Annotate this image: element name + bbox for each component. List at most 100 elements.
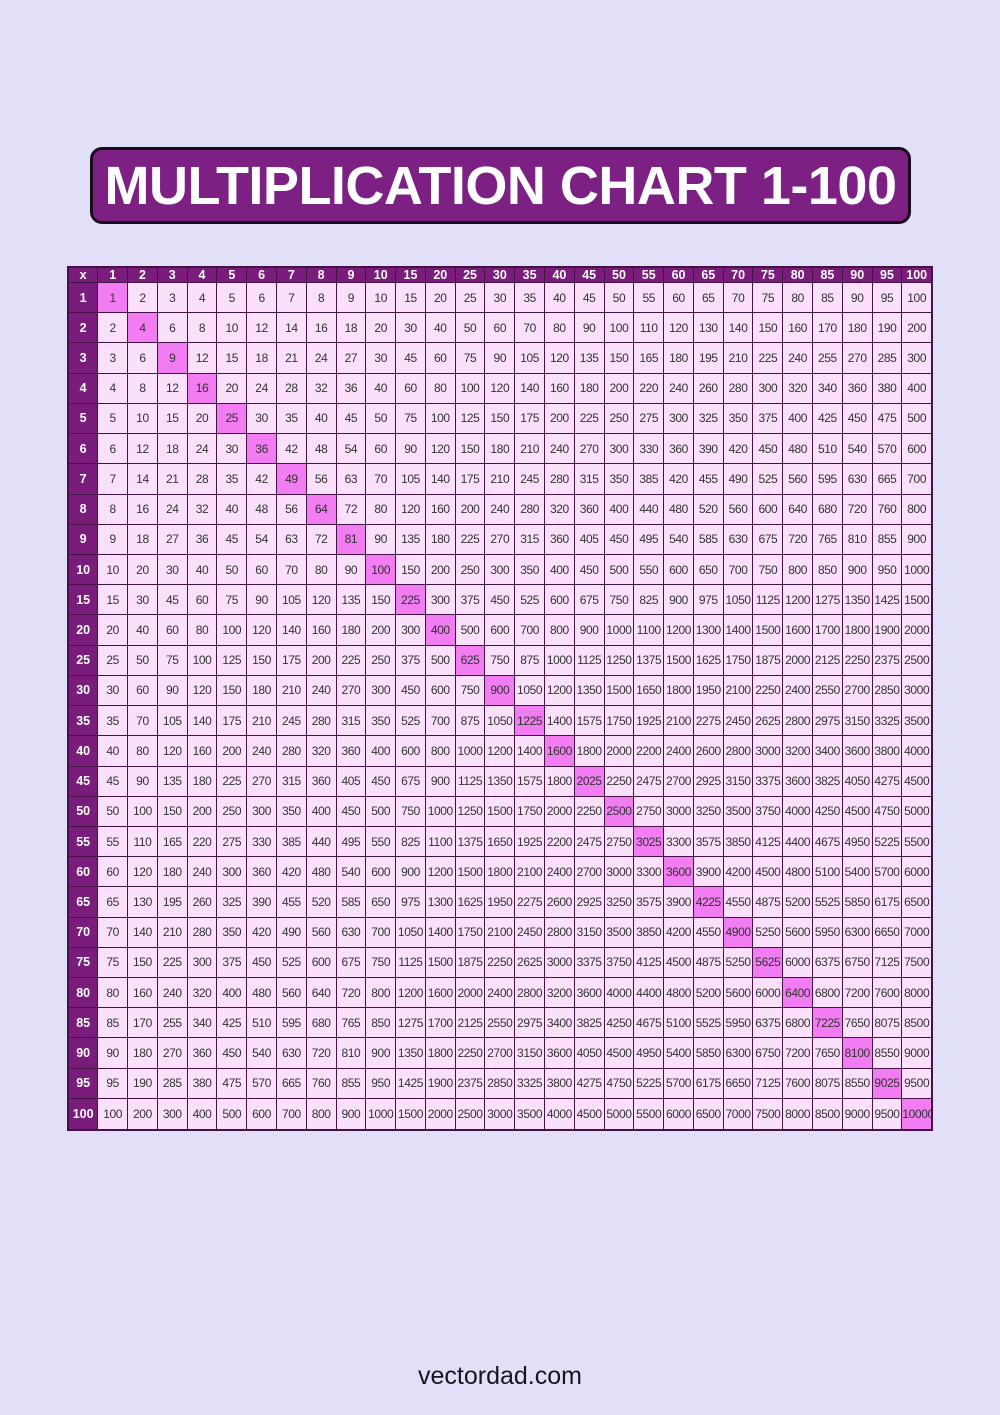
row-header-cell: 60 <box>67 856 99 888</box>
product-cell: 280 <box>514 493 545 525</box>
product-cell: 2550 <box>484 1007 516 1039</box>
product-cell: 400 <box>544 553 575 586</box>
product-cell: 480 <box>305 856 337 888</box>
product-cell: 110 <box>127 825 158 858</box>
product-cell: 2925 <box>692 765 724 797</box>
product-cell: 1400 <box>544 705 575 737</box>
product-cell: 150 <box>395 553 426 586</box>
product-cell: 270 <box>573 433 605 465</box>
product-cell: 480 <box>782 433 814 465</box>
product-cell: 280 <box>275 735 307 767</box>
product-cell: 160 <box>127 977 158 1009</box>
product-cell: 5225 <box>871 825 903 858</box>
product-cell: 4500 <box>841 795 873 827</box>
product-cell: 2 <box>127 281 158 314</box>
product-cell: 25 <box>97 644 129 676</box>
product-cell: 510 <box>246 1007 277 1039</box>
product-cell: 1950 <box>692 674 724 707</box>
column-header-cell: 35 <box>514 266 545 283</box>
product-cell-square: 16 <box>186 372 218 404</box>
product-cell: 1575 <box>514 765 545 797</box>
product-cell: 24 <box>156 493 188 525</box>
product-cell: 1250 <box>603 644 635 676</box>
product-cell: 45 <box>335 402 367 435</box>
product-cell: 400 <box>216 977 248 1009</box>
product-cell: 360 <box>305 765 337 797</box>
product-cell: 3300 <box>663 825 694 858</box>
product-cell: 1625 <box>454 886 486 918</box>
product-cell: 2700 <box>484 1037 516 1069</box>
product-cell: 1100 <box>633 614 665 646</box>
product-cell: 50 <box>603 281 635 314</box>
product-cell: 585 <box>692 523 724 555</box>
product-cell: 495 <box>633 523 665 555</box>
product-cell: 900 <box>841 553 873 586</box>
product-cell: 20 <box>365 312 397 344</box>
product-cell: 35 <box>275 402 307 435</box>
product-cell: 7000 <box>722 1097 754 1131</box>
table-row: 9 9 18 27 36 45 54 63 72 81 90 135 180 225 270 315 360 40… <box>67 523 933 555</box>
product-cell: 3150 <box>573 916 605 948</box>
product-cell: 36 <box>186 523 218 555</box>
product-cell: 260 <box>186 886 218 918</box>
product-cell: 300 <box>424 584 456 616</box>
product-cell: 5525 <box>692 1007 724 1039</box>
column-header-cell: 6 <box>246 266 277 283</box>
product-cell: 3825 <box>812 765 843 797</box>
product-cell: 8000 <box>901 977 933 1009</box>
product-cell: 2000 <box>603 735 635 767</box>
product-cell-square: 6400 <box>782 977 814 1009</box>
product-cell: 4200 <box>663 916 694 948</box>
product-cell: 140 <box>424 463 456 495</box>
product-cell: 700 <box>901 463 933 495</box>
table-row: 100 100 200 300 400 500 600 700 800 900 1000 1500 20… <box>67 1097 933 1131</box>
product-cell: 360 <box>544 523 575 555</box>
product-cell: 380 <box>186 1067 218 1099</box>
product-cell: 120 <box>484 372 516 404</box>
product-cell: 1000 <box>901 553 933 586</box>
product-cell: 950 <box>871 553 903 586</box>
product-cell: 245 <box>275 705 307 737</box>
product-cell: 5950 <box>722 1007 754 1039</box>
product-cell: 680 <box>812 493 843 525</box>
product-cell: 420 <box>722 433 754 465</box>
product-cell: 285 <box>156 1067 188 1099</box>
product-cell: 450 <box>216 1037 248 1069</box>
product-cell: 1350 <box>573 674 605 707</box>
product-cell: 3250 <box>603 886 635 918</box>
product-cell: 6300 <box>841 916 873 948</box>
table-row: 45 45 90 135 180 225 270 315 360 405 450 675 900 1125… <box>67 765 933 797</box>
product-cell: 75 <box>97 946 129 979</box>
product-cell: 2700 <box>663 765 694 797</box>
product-cell: 1400 <box>722 614 754 646</box>
product-cell: 4000 <box>544 1097 575 1131</box>
product-cell: 1375 <box>633 644 665 676</box>
product-cell: 200 <box>544 402 575 435</box>
product-cell: 7000 <box>901 916 933 948</box>
product-cell: 300 <box>603 433 635 465</box>
product-cell: 420 <box>275 856 307 888</box>
product-cell: 4550 <box>722 886 754 918</box>
product-cell: 600 <box>901 433 933 465</box>
product-cell: 2100 <box>514 856 545 888</box>
product-cell: 3000 <box>603 856 635 888</box>
product-cell: 2200 <box>633 735 665 767</box>
product-cell: 3825 <box>573 1007 605 1039</box>
product-cell: 105 <box>275 584 307 616</box>
product-cell: 15 <box>97 584 129 616</box>
table-row: 35 35 70 105 140 175 210 245 280 315 350 525 700 875 1… <box>67 705 933 737</box>
product-cell: 50 <box>216 553 248 586</box>
product-cell: 375 <box>216 946 248 979</box>
product-cell: 80 <box>97 977 129 1009</box>
product-cell: 800 <box>424 735 456 767</box>
product-cell: 5600 <box>782 916 814 948</box>
product-cell: 675 <box>573 584 605 616</box>
product-cell: 250 <box>603 402 635 435</box>
product-cell: 4500 <box>663 946 694 979</box>
column-header-cell: 75 <box>752 266 784 283</box>
product-cell: 5500 <box>901 825 933 858</box>
product-cell: 2000 <box>544 795 575 827</box>
product-cell: 270 <box>335 674 367 707</box>
product-cell: 70 <box>275 553 307 586</box>
product-cell: 105 <box>395 463 426 495</box>
